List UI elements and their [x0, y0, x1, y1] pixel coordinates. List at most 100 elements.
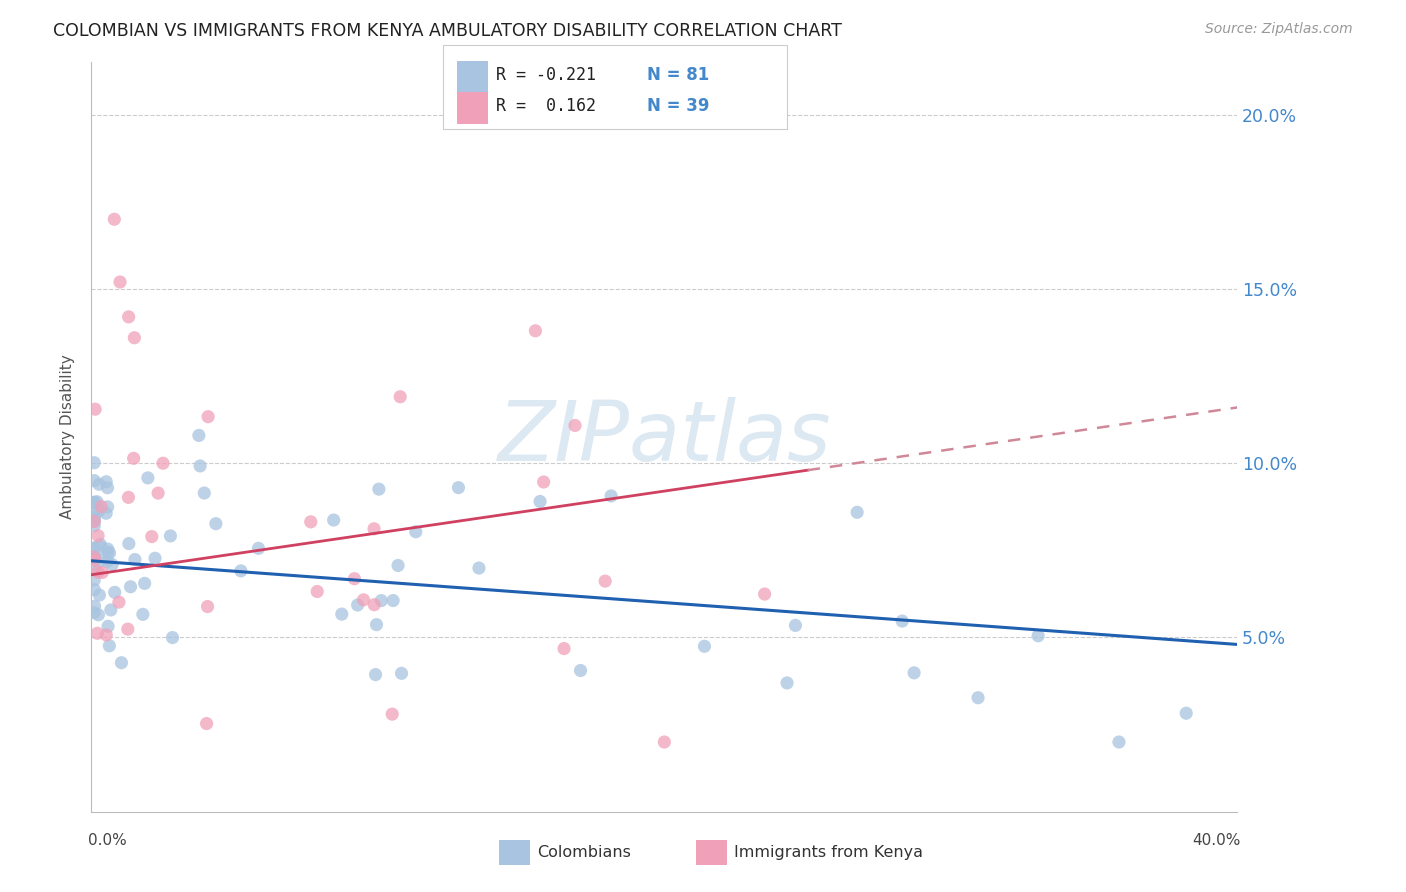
Point	[89, 537, 111, 551]
Point	[364, 667, 387, 681]
Point	[367, 482, 389, 496]
Point	[381, 707, 404, 722]
Point	[118, 536, 141, 550]
Point	[83, 551, 105, 566]
Point	[754, 587, 776, 601]
Point	[122, 451, 145, 466]
Point	[382, 593, 405, 607]
Point	[83, 606, 105, 620]
Text: N = 39: N = 39	[647, 97, 709, 115]
Point	[146, 486, 169, 500]
Point	[353, 592, 375, 607]
Point	[124, 552, 146, 566]
Point	[389, 390, 412, 404]
Point	[159, 529, 181, 543]
Point	[117, 491, 139, 505]
Point	[86, 626, 108, 640]
Point	[136, 471, 159, 485]
Point	[553, 641, 575, 656]
Point	[569, 664, 592, 678]
Point	[98, 546, 121, 560]
Point	[83, 541, 105, 555]
Point	[84, 402, 107, 417]
Point	[391, 666, 413, 681]
Point	[197, 599, 219, 614]
Point	[447, 481, 470, 495]
Point	[83, 513, 105, 527]
Point	[83, 599, 105, 614]
Point	[343, 572, 366, 586]
Point	[405, 524, 427, 539]
Point	[846, 505, 869, 519]
Point	[101, 558, 124, 572]
Point	[90, 500, 112, 514]
Point	[776, 676, 799, 690]
Text: N = 81: N = 81	[647, 66, 709, 84]
Point	[387, 558, 409, 573]
Point	[363, 522, 385, 536]
Point	[83, 515, 105, 529]
Point	[83, 553, 105, 567]
Point	[299, 515, 322, 529]
Point	[98, 639, 121, 653]
Point	[229, 564, 252, 578]
Point	[247, 541, 270, 556]
Point	[785, 618, 807, 632]
Point	[97, 619, 120, 633]
Point	[97, 500, 120, 514]
Point	[83, 495, 105, 509]
Point	[117, 310, 139, 324]
Point	[94, 506, 117, 520]
Point	[205, 516, 228, 531]
Point	[83, 456, 105, 470]
Point	[141, 530, 163, 544]
Point	[103, 212, 125, 227]
Point	[891, 614, 914, 628]
Point	[87, 607, 110, 622]
Point	[307, 584, 329, 599]
Point	[110, 656, 132, 670]
Point	[1175, 706, 1198, 721]
Point	[100, 603, 122, 617]
Text: Immigrants from Kenya: Immigrants from Kenya	[734, 846, 922, 860]
Point	[108, 275, 131, 289]
Point	[468, 561, 491, 575]
Point	[652, 735, 675, 749]
Point	[96, 481, 118, 495]
Point	[134, 576, 156, 591]
Point	[90, 553, 112, 567]
Point	[96, 628, 118, 642]
Point	[967, 690, 990, 705]
Point	[83, 549, 105, 563]
Text: ZIPatlas: ZIPatlas	[498, 397, 831, 477]
Point	[188, 458, 211, 473]
Point	[83, 541, 105, 555]
Point	[83, 474, 105, 488]
Point	[97, 542, 120, 557]
Point	[152, 456, 174, 470]
Point	[83, 510, 105, 524]
Point	[83, 519, 105, 533]
Point	[120, 580, 142, 594]
Point	[193, 486, 215, 500]
Point	[195, 716, 218, 731]
Point	[564, 418, 586, 433]
Point	[366, 617, 388, 632]
Point	[104, 585, 127, 599]
Point	[87, 477, 110, 491]
Point	[1108, 735, 1130, 749]
Point	[89, 588, 111, 602]
Point	[83, 573, 105, 587]
Point	[1026, 629, 1049, 643]
Point	[903, 665, 925, 680]
Text: Source: ZipAtlas.com: Source: ZipAtlas.com	[1205, 22, 1353, 37]
Point	[322, 513, 344, 527]
Point	[187, 428, 209, 442]
Point	[593, 574, 616, 588]
Point	[143, 551, 166, 566]
Point	[363, 598, 385, 612]
Point	[96, 475, 118, 489]
Point	[91, 566, 114, 580]
Point	[132, 607, 155, 622]
Point	[529, 494, 551, 508]
